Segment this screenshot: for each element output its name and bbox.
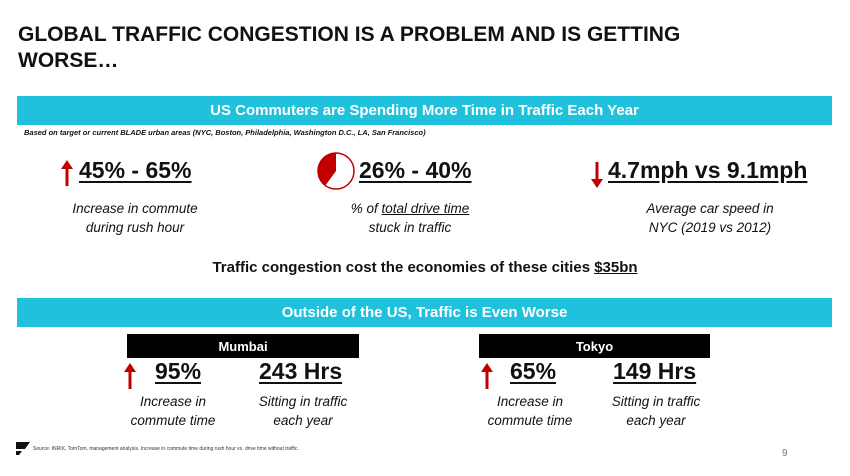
- pie-icon: [317, 152, 355, 190]
- desc-line: during rush hour: [85, 220, 185, 235]
- commute-increase-value: 45% - 65%: [79, 157, 192, 183]
- mumbai-pct-desc: Increase in commute time: [118, 392, 228, 430]
- us-section-note: Based on target or current BLADE urban a…: [24, 128, 426, 137]
- desc-line: each year: [273, 413, 333, 428]
- mumbai-hrs-value: 243 Hrs: [259, 358, 343, 384]
- mumbai-hrs-desc: Sitting in traffic each year: [243, 392, 363, 430]
- intl-section-banner: Outside of the US, Traffic is Even Worse: [17, 298, 832, 327]
- car-speed-desc: Average car speed in NYC (2019 vs 2012): [630, 199, 790, 237]
- arrow-up-icon: [124, 363, 136, 389]
- desc-line: Increase in: [139, 394, 207, 409]
- desc-line: Sitting in traffic: [258, 394, 348, 409]
- desc-line: Average car speed in: [646, 201, 774, 216]
- footer-source: Source: INRIX, TomTom, management analys…: [33, 446, 299, 452]
- tokyo-pct-value: 65%: [510, 358, 557, 384]
- tokyo-hrs-desc: Sitting in traffic each year: [596, 392, 716, 430]
- congestion-cost: Traffic congestion cost the economies of…: [0, 259, 850, 276]
- desc-line: Sitting in traffic: [611, 394, 701, 409]
- congestion-cost-value: $35bn: [594, 259, 638, 276]
- desc-line: each year: [626, 413, 686, 428]
- city-header-mumbai: Mumbai: [127, 334, 359, 358]
- desc-line: NYC (2019 vs 2012): [648, 220, 772, 235]
- logo-icon: [16, 442, 30, 455]
- desc-line: % of total drive time: [330, 199, 490, 218]
- us-section-banner: US Commuters are Spending More Time in T…: [17, 96, 832, 125]
- desc-line: Increase in commute: [72, 201, 198, 216]
- congestion-cost-text: Traffic congestion cost the economies of…: [212, 259, 595, 276]
- desc-underlined: total drive time: [381, 201, 470, 216]
- mumbai-pct-value: 95%: [155, 358, 202, 384]
- arrow-down-icon: [591, 162, 603, 188]
- desc-prefix: % of: [350, 201, 382, 216]
- page-number: 9: [782, 448, 788, 459]
- arrow-up-icon: [481, 363, 493, 389]
- drive-time-stuck-value: 26% - 40%: [359, 157, 472, 183]
- pie-slice: [318, 153, 336, 186]
- desc-line: commute time: [130, 413, 216, 428]
- tokyo-pct-desc: Increase in commute time: [475, 392, 585, 430]
- desc-line: Increase in: [496, 394, 564, 409]
- tokyo-hrs-value: 149 Hrs: [613, 358, 697, 384]
- desc-line: commute time: [487, 413, 573, 428]
- desc-line: stuck in traffic: [368, 220, 452, 235]
- drive-time-stuck-desc: % of total drive time stuck in traffic: [330, 199, 490, 237]
- page-title: GLOBAL TRAFFIC CONGESTION IS A PROBLEM A…: [18, 23, 681, 72]
- arrow-up-icon: [61, 160, 73, 186]
- city-header-tokyo: Tokyo: [479, 334, 710, 358]
- car-speed-value: 4.7mph vs 9.1mph: [608, 157, 808, 183]
- commute-increase-desc: Increase in commute during rush hour: [55, 199, 215, 237]
